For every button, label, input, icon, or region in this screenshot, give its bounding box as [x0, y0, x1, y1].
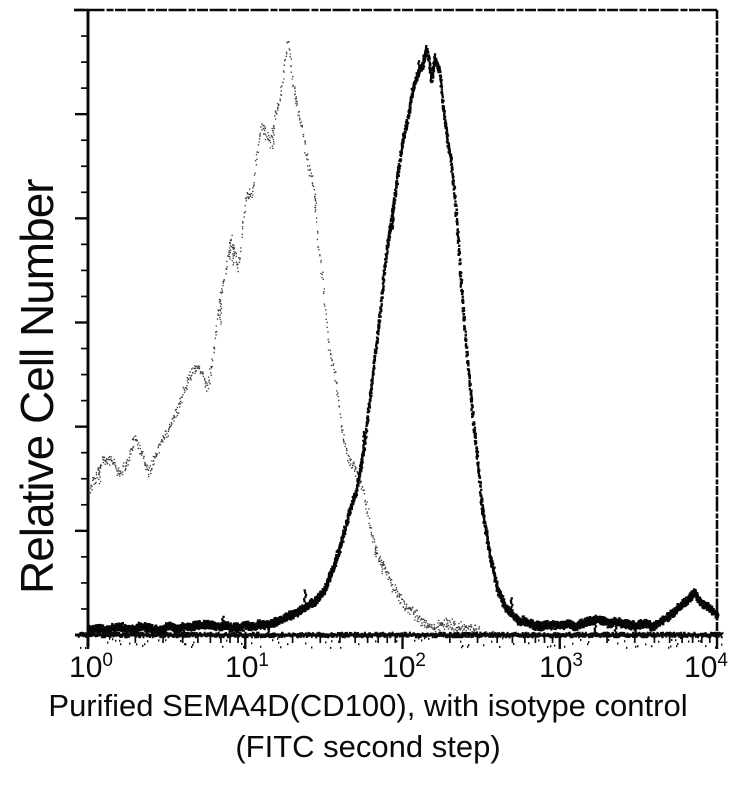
x-tick-label-10e4: 104 [684, 650, 728, 684]
series-0 [88, 41, 498, 638]
series-1 [87, 45, 720, 638]
x-tick-label-10e1: 101 [225, 650, 269, 684]
baseline-scan-noise [77, 631, 724, 649]
plot-frame-and-axes [74, 8, 722, 647]
isotype-control-curve [88, 41, 498, 638]
y-axis-ticks [75, 8, 88, 637]
y-axis-label: Relative Cell Number [11, 179, 63, 594]
x-tick-label-10e2: 102 [382, 650, 426, 684]
x-axis-caption-line2: (FITC second step) [235, 729, 501, 764]
sema4d-stain-curve [87, 45, 720, 638]
x-tick-label-10e3: 103 [539, 650, 583, 684]
baseline-noise [77, 631, 724, 649]
x-tick-label-10e0: 100 [69, 650, 113, 684]
x-axis-caption-line1: Purified SEMA4D(CD100), with isotype con… [48, 688, 688, 723]
